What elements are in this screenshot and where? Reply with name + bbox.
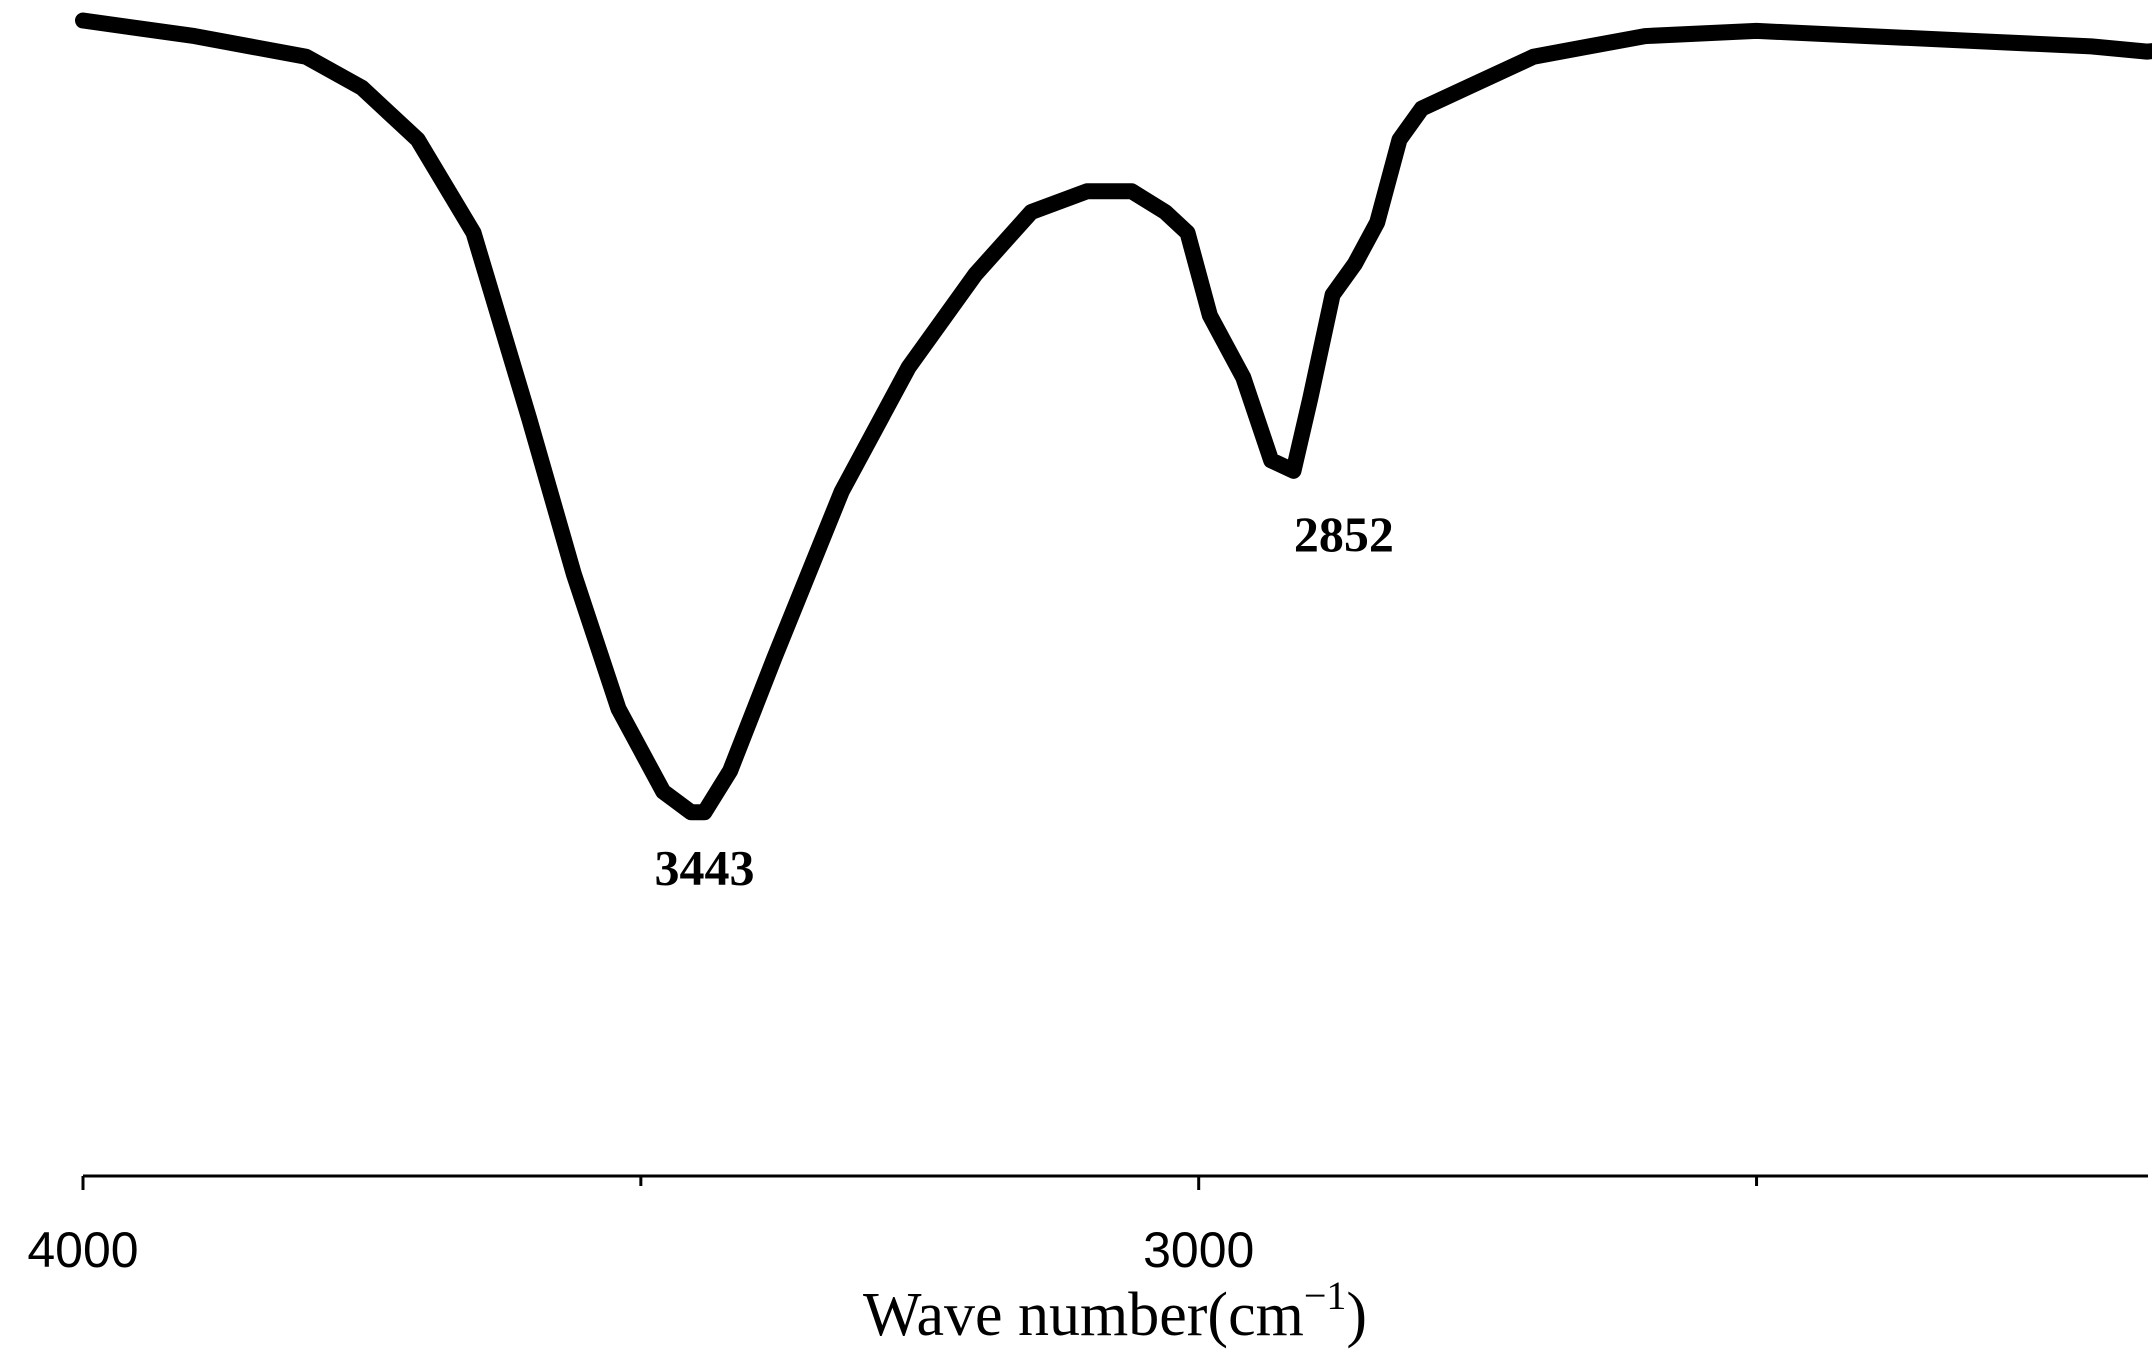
x-axis-title-main: Wave number(cm bbox=[863, 1281, 1304, 1349]
x-tick-label: 3000 bbox=[1143, 1222, 1254, 1278]
peak-label-3443: 3443 bbox=[654, 839, 754, 895]
plot-area bbox=[75, 12, 2152, 821]
x-axis-title-close: ) bbox=[1346, 1281, 1367, 1349]
x-axis-title-superscript: −1 bbox=[1304, 1273, 1347, 1318]
x-tick-label: 4000 bbox=[27, 1222, 138, 1278]
x-axis-title: Wave number(cm−1) bbox=[863, 1273, 1367, 1349]
peak-label-2852: 2852 bbox=[1294, 506, 1394, 562]
x-axis-ticks: 4000300020001000 bbox=[27, 1176, 1759, 1278]
peak-annotations: 3443285217311629154112591051817580 bbox=[654, 506, 1394, 896]
spectrum-line bbox=[75, 12, 2152, 821]
